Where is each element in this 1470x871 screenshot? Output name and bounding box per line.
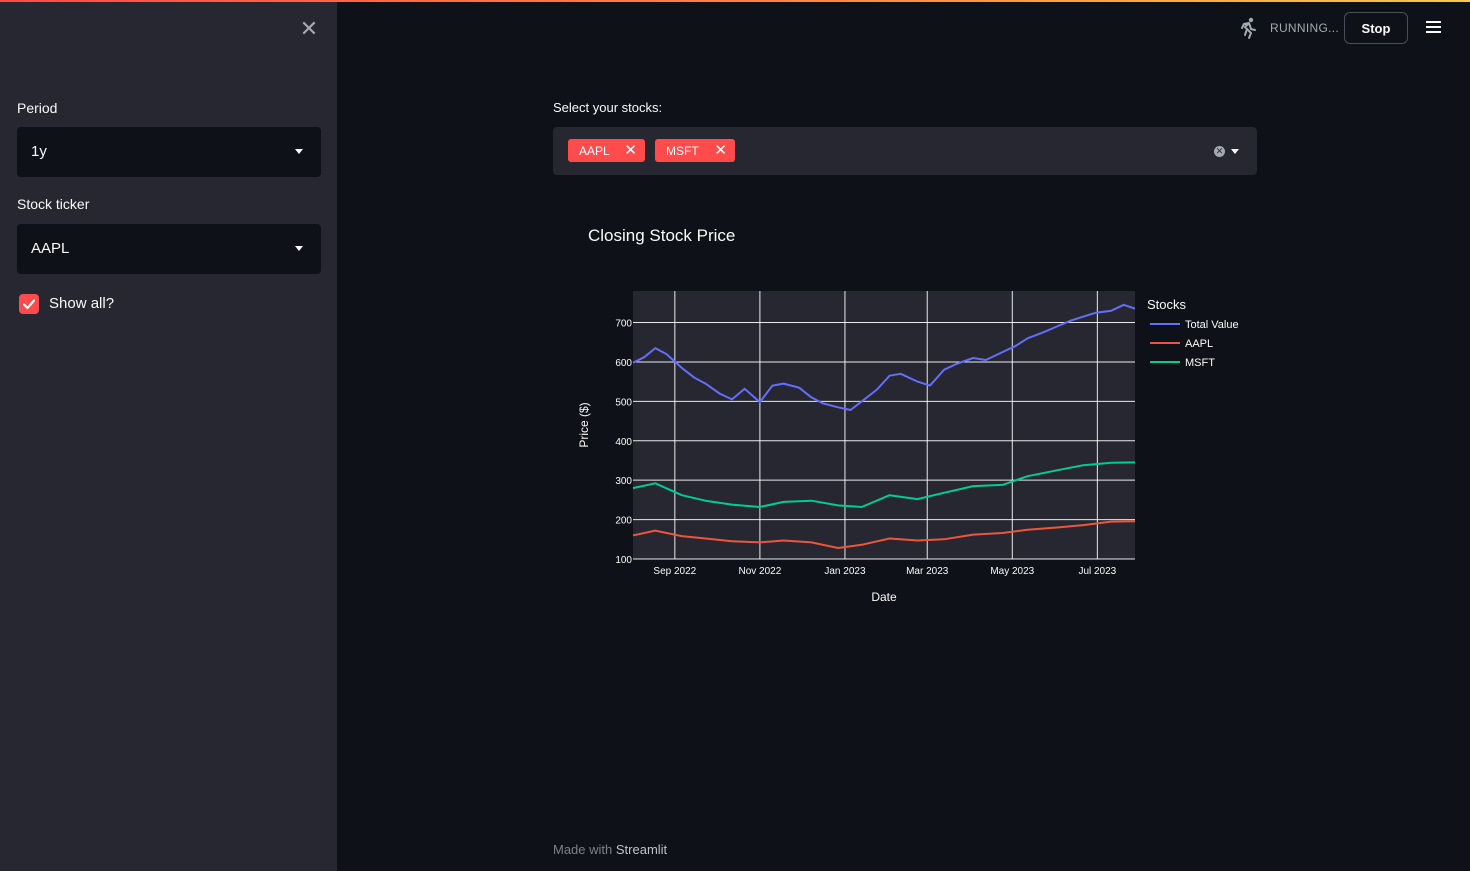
legend-item-label: MSFT [1185,357,1215,369]
y-tick-label: 500 [615,397,632,408]
x-tick-label: Nov 2022 [738,566,781,577]
running-man-icon [1241,17,1256,39]
y-tick-label: 400 [615,437,632,448]
remove-tag-icon[interactable]: ✕ [714,142,727,159]
series-line-msft [632,461,1136,508]
y-axis-title: Price ($) [577,402,591,447]
series-line-aapl [632,520,1136,549]
chevron-down-icon [295,246,303,251]
period-value: 1y [31,143,47,160]
show-all-label: Show all? [49,295,115,312]
stop-button[interactable]: Stop [1344,12,1408,44]
period-label: Period [17,100,58,116]
y-tick-label: 600 [615,358,632,369]
y-tick-label: 100 [615,555,632,566]
sidebar: ✕ Period 1y Stock ticker AAPL Show all? [0,2,337,871]
ticker-label: Stock ticker [17,196,90,212]
chevron-down-icon [295,149,303,154]
top-decoration-bar [0,0,1470,2]
tag-label: AAPL [579,143,610,158]
status-text: RUNNING... [1270,21,1339,35]
footer: Made with Streamlit [553,842,667,857]
chevron-down-icon[interactable] [1231,149,1239,154]
close-sidebar-icon[interactable]: ✕ [299,16,319,41]
streamlit-link[interactable]: Streamlit [615,842,668,857]
y-tick-label: 200 [615,516,632,527]
x-axis-title: Date [871,590,897,604]
legend-item-label: AAPL [1185,338,1213,350]
tag-msft[interactable]: MSFT ✕ [655,139,735,162]
tag-aapl[interactable]: AAPL ✕ [568,139,645,162]
legend-item-label: Total Value [1185,319,1239,331]
hamburger-menu-icon[interactable] [1426,18,1446,38]
x-tick-label: Jul 2023 [1078,566,1116,577]
y-tick-label: 700 [615,319,632,330]
plot-area [633,291,1135,559]
x-tick-label: May 2023 [990,566,1034,577]
ticker-select[interactable]: AAPL [17,224,321,274]
x-tick-label: Mar 2023 [906,566,949,577]
show-all-checkbox[interactable] [19,294,39,314]
footer-prefix: Made with [553,842,613,857]
stocks-multiselect[interactable]: AAPL ✕ MSFT ✕ ✕ [553,127,1257,175]
period-select[interactable]: 1y [17,127,321,177]
stock-price-chart[interactable]: 100 200 300 400 500 600 700 Sep 2022 Nov 2022 Jan… [560,280,1280,630]
running-status: RUNNING... [1236,16,1339,40]
y-tick-label: 300 [615,476,632,487]
multiselect-label: Select your stocks: [553,100,663,115]
chart-title: Closing Stock Price [588,226,736,245]
series-line-total-value [632,303,1136,411]
clear-all-icon[interactable]: ✕ [1214,146,1225,157]
remove-tag-icon[interactable]: ✕ [624,142,637,159]
x-tick-label: Jan 2023 [824,566,866,577]
legend-title: Stocks [1147,297,1187,312]
check-icon [22,299,36,310]
ticker-value: AAPL [31,240,70,257]
tag-label: MSFT [666,143,699,158]
x-tick-label: Sep 2022 [653,566,696,577]
